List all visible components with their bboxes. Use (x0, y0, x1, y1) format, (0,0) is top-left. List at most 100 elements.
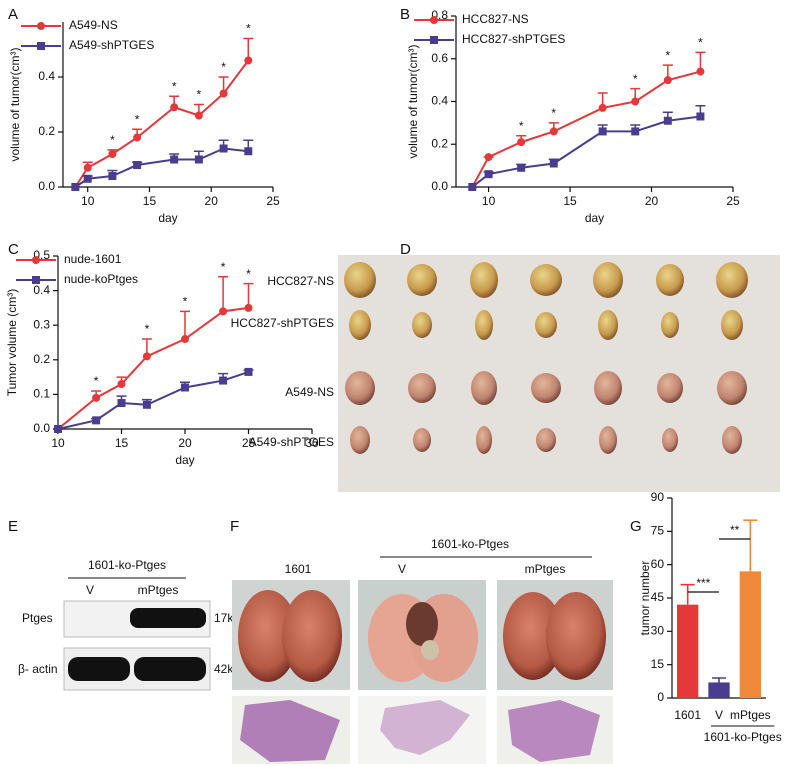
tumor (716, 262, 748, 298)
marker (181, 335, 189, 344)
row-label: A549-shPTGES (249, 435, 334, 449)
column-label: 1601 (285, 562, 312, 576)
series-line (471, 115, 701, 188)
legend-label: HCC827-NS (462, 12, 529, 26)
group-label: 1601-ko-Ptges (88, 558, 166, 572)
x-tick-label: 20 (205, 194, 219, 208)
marker (108, 172, 117, 180)
marker (244, 367, 253, 376)
legend-label: nude-koPtges (64, 272, 138, 286)
tumor (412, 312, 432, 338)
y-axis-label: volume of tumor(cm³) (406, 44, 420, 158)
x-axis-label: day (175, 453, 194, 467)
y-tick-label: 45 (651, 590, 665, 604)
tumor (536, 428, 556, 452)
marker (92, 393, 101, 402)
legend-marker (32, 276, 40, 284)
x-tick-label: 25 (242, 436, 256, 450)
marker (696, 67, 705, 76)
marker (117, 380, 126, 389)
marker (663, 116, 672, 125)
x-tick-label: mPtges (730, 708, 771, 722)
x-tick-label: 25 (266, 194, 280, 208)
tumor (345, 371, 375, 405)
marker (631, 97, 640, 106)
panel-label: C (8, 241, 19, 258)
tumor (475, 310, 493, 340)
y-tick-label: 0.4 (33, 283, 50, 297)
marker (468, 183, 477, 191)
x-tick-label: 25 (726, 194, 740, 208)
y-tick-label: 0.0 (431, 179, 448, 193)
legend-marker (32, 256, 40, 264)
tumor (470, 262, 498, 298)
marker (663, 76, 672, 85)
tumor (530, 264, 562, 296)
panel-label: G (630, 518, 642, 535)
marker (517, 138, 526, 147)
marker (194, 111, 203, 120)
significance: * (94, 374, 99, 388)
histology (232, 696, 613, 764)
tumor (413, 428, 431, 452)
panel-label: F (230, 518, 239, 535)
significance: *** (696, 576, 710, 590)
significance: * (698, 36, 703, 50)
marker (83, 163, 92, 172)
tumor (656, 264, 684, 296)
y-axis-label: Tumor volume (cm³) (5, 289, 19, 397)
y-tick-label: 15 (651, 657, 665, 671)
tumor (531, 373, 561, 403)
x-tick-label: 1601 (674, 708, 701, 722)
legend-marker (37, 22, 45, 30)
bar (677, 604, 699, 698)
significance: * (551, 106, 556, 120)
blot (63, 600, 211, 691)
row-label: HCC827-NS (267, 274, 334, 288)
marker (108, 150, 117, 158)
x-tick-label: V (715, 708, 723, 722)
legend-label: HCC827-shPTGES (462, 32, 565, 46)
marker (598, 127, 607, 136)
y-tick-label: 0.6 (431, 51, 448, 65)
marker (92, 416, 101, 425)
marker (517, 163, 526, 172)
series-line (74, 147, 249, 188)
marker (219, 144, 228, 153)
significance: ** (730, 523, 740, 537)
error-bar (680, 583, 695, 605)
tumor (722, 426, 742, 454)
significance: * (665, 48, 670, 62)
marker (142, 352, 151, 361)
tumor (594, 371, 622, 405)
tumor (593, 262, 623, 298)
marker (549, 159, 558, 168)
tumor (344, 262, 376, 298)
marker (170, 155, 179, 164)
marker (142, 400, 151, 409)
panel-label: A (8, 6, 18, 23)
marker (696, 112, 705, 121)
tumor (717, 371, 747, 405)
y-tick-label: 30 (651, 624, 665, 638)
marker (133, 133, 142, 142)
significance: * (246, 22, 251, 36)
y-tick-label: 0.2 (38, 124, 55, 138)
panel-label: E (8, 518, 18, 535)
y-tick-label: 0.2 (431, 136, 448, 150)
error-bar (218, 276, 229, 312)
x-tick-label: 10 (482, 194, 496, 208)
legend-marker (430, 16, 438, 24)
x-tick-label: 20 (645, 194, 659, 208)
row-label: HCC827-shPTGES (231, 316, 334, 330)
marker (170, 103, 179, 112)
significance: * (172, 79, 177, 93)
y-tick-label: 0.4 (431, 94, 448, 108)
marker (244, 303, 253, 312)
y-axis-label: volume of tumor(cm³) (8, 47, 22, 161)
legend-label: A549-NS (69, 18, 118, 32)
marker (71, 183, 80, 191)
error-bar (243, 282, 254, 308)
tumor (476, 426, 492, 454)
